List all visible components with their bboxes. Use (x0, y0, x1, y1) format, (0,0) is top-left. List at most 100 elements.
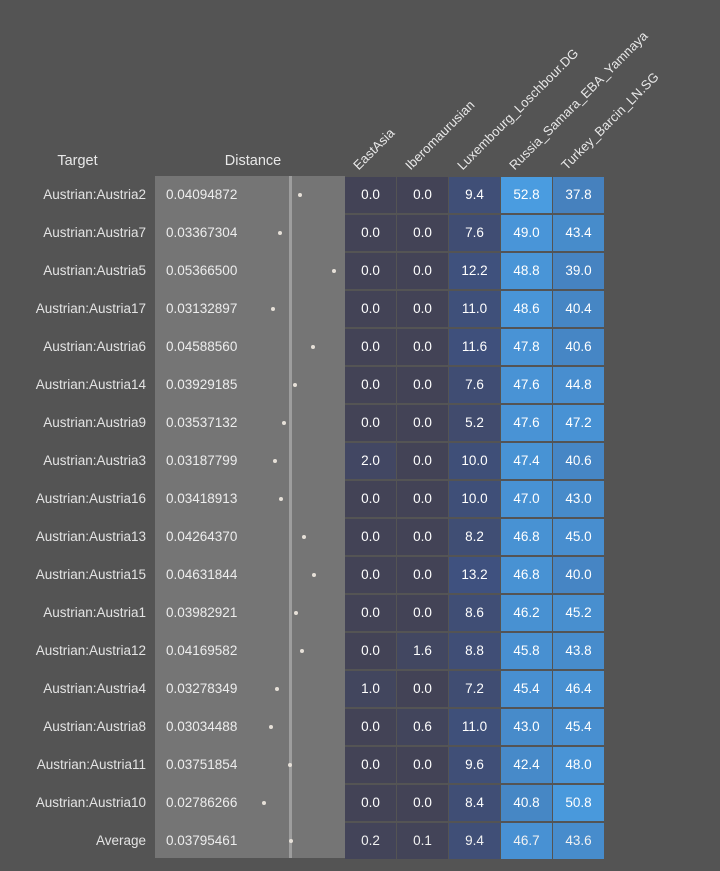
distance-dot-marker (310, 345, 315, 349)
table-row: Austrian:Austria14 0.03929185 0.0 0.0 7.6 47.… (0, 366, 720, 404)
table-row: Austrian:Austria4 0.03278349 1.0 0.0 7.2 45.4… (0, 670, 720, 708)
heatmap-cell: 0.0 (345, 405, 396, 441)
heatmap-cell: 10.0 (449, 481, 500, 517)
heatmap-cell: 0.0 (397, 177, 448, 213)
heatmap-cell: 47.2 (553, 405, 604, 441)
heatmap-cell: 0.0 (397, 215, 448, 251)
distance-dot-marker (312, 573, 317, 577)
heatmap-cell: 40.0 (553, 557, 604, 593)
row-label: Austrian:Austria12 (35, 643, 146, 658)
heatmap-cell: 0.0 (397, 747, 448, 783)
distance-dot-marker (268, 725, 273, 729)
row-label: Austrian:Austria5 (43, 263, 146, 278)
table-row: Austrian:Austria12 0.04169582 0.0 1.6 8.8 45.… (0, 632, 720, 670)
heatmap-cell: 0.0 (345, 557, 396, 593)
heatmap-cell: 0.0 (345, 595, 396, 631)
row-distance-value: 0.03132897 (166, 301, 238, 316)
heatmap-cell: 1.6 (397, 633, 448, 669)
heatmap-cell: 11.6 (449, 329, 500, 365)
distance-dot-marker (282, 421, 287, 425)
heatmap-cell: 0.0 (345, 747, 396, 783)
row-label: Austrian:Austria8 (43, 719, 146, 734)
heatmap-cell: 0.0 (345, 367, 396, 403)
row-label: Austrian:Austria11 (36, 757, 146, 772)
row-label: Austrian:Austria17 (35, 301, 146, 316)
heatmap-cell: 0.0 (345, 519, 396, 555)
heatmap-cell: 8.2 (449, 519, 500, 555)
heatmap-cell: 0.2 (345, 823, 396, 859)
distance-dot-marker (302, 535, 307, 539)
row-distance-value: 0.04631844 (166, 567, 238, 582)
row-distance-value: 0.04588560 (166, 339, 238, 354)
distance-dot-marker (275, 687, 280, 691)
table-row: Average 0.03795461 0.2 0.1 9.4 46.7 43.6 (0, 822, 720, 860)
heatmap-cell: 48.6 (501, 291, 552, 327)
heatmap-cell: 47.0 (501, 481, 552, 517)
row-label: Austrian:Austria6 (43, 339, 146, 354)
heatmap-cell: 10.0 (449, 443, 500, 479)
row-distance-value: 0.03982921 (166, 605, 238, 620)
heatmap-cell: 40.6 (553, 443, 604, 479)
heatmap-cell: 0.0 (397, 253, 448, 289)
row-label: Average (95, 833, 146, 848)
table-row: Austrian:Austria17 0.03132897 0.0 0.0 11.0 48… (0, 290, 720, 328)
heatmap-cell: 47.6 (501, 367, 552, 403)
row-label: Austrian:Austria14 (35, 377, 146, 392)
heatmap-cell: 46.4 (553, 671, 604, 707)
distance-dot-marker (289, 839, 294, 843)
heatmap-cell: 46.8 (501, 519, 552, 555)
distance-dot-marker (262, 801, 266, 805)
heatmap-cell: 49.0 (501, 215, 552, 251)
heatmap-cell: 8.8 (449, 633, 500, 669)
heatmap-cell: 47.6 (501, 405, 552, 441)
heatmap-cell: 43.8 (553, 633, 604, 669)
heatmap-cell: 0.0 (397, 291, 448, 327)
column-header-row: EastAsia Iberomaurusian Luxembourg_Loschbo… (0, 0, 720, 173)
heatmap-cell: 45.8 (501, 633, 552, 669)
heatmap-cell: 13.2 (449, 557, 500, 593)
row-label: Austrian:Austria7 (43, 225, 146, 240)
heatmap-cell: 50.8 (553, 785, 604, 821)
heatmap-cell: 39.0 (553, 253, 604, 289)
table-row: Austrian:Austria10 0.02786266 0.0 0.0 8.4 40.… (0, 784, 720, 822)
heatmap-cell: 45.2 (553, 595, 604, 631)
heatmap-cell: 0.0 (345, 253, 396, 289)
row-distance-value: 0.03187799 (166, 453, 238, 468)
reference-line (289, 176, 292, 858)
column-header-4: Turkey_Barcin_LN.SG (558, 69, 662, 173)
heatmap-cell: 47.4 (501, 443, 552, 479)
row-distance-value: 0.03034488 (166, 719, 238, 734)
heatmap-cell: 47.8 (501, 329, 552, 365)
table-row: Austrian:Austria11 0.03751854 0.0 0.0 9.6 42.… (0, 746, 720, 784)
heatmap-cell: 0.1 (397, 823, 448, 859)
heatmap-cell: 43.0 (553, 481, 604, 517)
heatmap-cell: 8.4 (449, 785, 500, 821)
heatmap-cell: 40.4 (553, 291, 604, 327)
row-label: Austrian:Austria10 (35, 795, 146, 810)
heatmap-cell: 11.0 (449, 291, 500, 327)
heatmap-cell: 43.6 (553, 823, 604, 859)
table-row: Austrian:Austria16 0.03418913 0.0 0.0 10.0 47… (0, 480, 720, 518)
heatmap-cell: 0.0 (397, 785, 448, 821)
table-row: Austrian:Austria7 0.03367304 0.0 0.0 7.6 49.0… (0, 214, 720, 252)
distance-dot-marker (332, 269, 336, 273)
heatmap-cell: 0.0 (345, 177, 396, 213)
heatmap-cell: 9.4 (449, 823, 500, 859)
heatmap-cell: 46.2 (501, 595, 552, 631)
column-header-target: Target (57, 153, 98, 169)
heatmap-cell: 45.4 (553, 709, 604, 745)
heatmap-cell: 37.8 (553, 177, 604, 213)
heatmap-cell: 0.0 (397, 405, 448, 441)
heatmap-cell: 46.8 (501, 557, 552, 593)
table-row: Austrian:Austria6 0.04588560 0.0 0.0 11.6 47.… (0, 328, 720, 366)
distance-dot-marker (272, 459, 277, 463)
heatmap-cell: 11.0 (449, 709, 500, 745)
distance-dot-marker (299, 649, 304, 653)
heatmap-cell: 42.4 (501, 747, 552, 783)
heatmap-cell: 0.0 (397, 443, 448, 479)
row-label: Austrian:Austria3 (43, 453, 146, 468)
row-distance-value: 0.03537132 (166, 415, 238, 430)
heatmap-cell: 0.0 (345, 785, 396, 821)
table-row: Austrian:Austria9 0.03537132 0.0 0.0 5.2 47.6… (0, 404, 720, 442)
distance-dot-marker (294, 611, 299, 615)
